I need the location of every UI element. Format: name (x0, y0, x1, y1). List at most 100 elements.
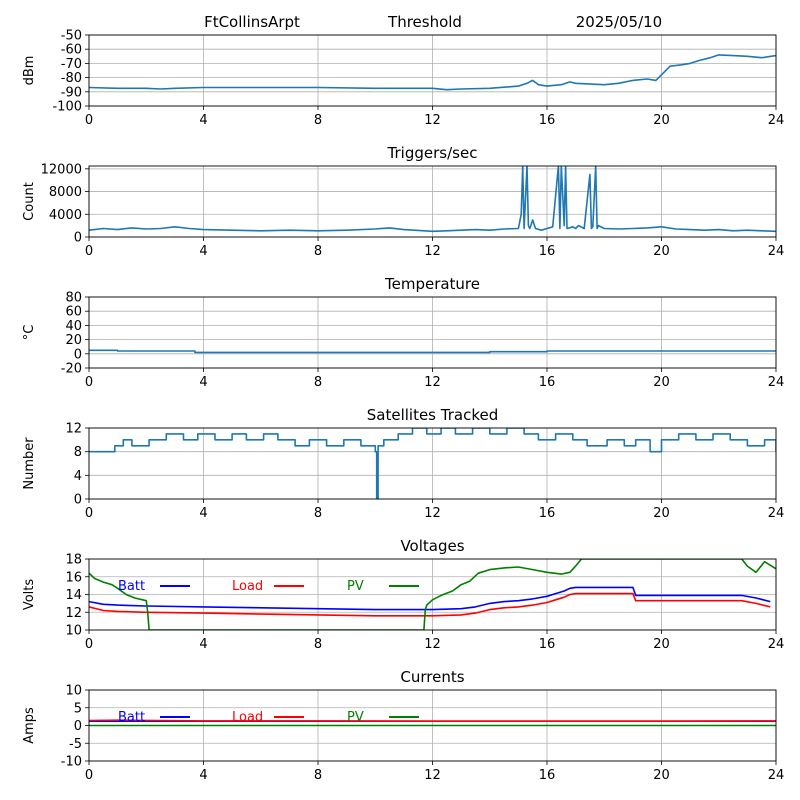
x-tick-label: 12 (424, 375, 441, 390)
x-tick-label: 24 (768, 506, 785, 521)
x-tick-label: 16 (539, 113, 556, 128)
chart-panel-3: 0 4 8 12 16 20 24 0 4 8 12 Satellites Tracked Number (22, 406, 784, 521)
y-tick-label: 10 (65, 624, 82, 639)
x-tick-label: 8 (314, 506, 322, 521)
x-tick-label: 24 (768, 113, 785, 128)
y-tick-label: 0 (74, 719, 82, 734)
y-tick-label: 4000 (49, 208, 82, 223)
x-tick-label: 0 (85, 637, 93, 652)
x-tick-label: 8 (314, 113, 322, 128)
x-tick-label: 24 (768, 244, 785, 259)
x-tick-label: 8 (314, 375, 322, 390)
legend-label-pv: PV (347, 579, 364, 594)
y-axis-label: Amps (22, 707, 37, 744)
x-tick-label: 0 (85, 113, 93, 128)
y-tick-label: -100 (52, 100, 82, 115)
x-tick-label: 0 (85, 244, 93, 259)
y-tick-label: 18 (65, 553, 82, 568)
panel-title: Voltages (400, 537, 464, 555)
y-tick-label: 12 (65, 422, 82, 437)
x-tick-label: 24 (768, 637, 785, 652)
x-tick-label: 20 (653, 506, 670, 521)
legend-label-load: Load (232, 579, 263, 594)
y-tick-label: -10 (61, 755, 82, 770)
y-axis-label: dBm (22, 56, 37, 86)
y-tick-label: 8000 (49, 185, 82, 200)
legend-label-pv: PV (347, 710, 364, 725)
x-tick-label: 0 (85, 506, 93, 521)
panel-title: Currents (400, 668, 464, 686)
y-tick-label: -20 (61, 362, 82, 377)
x-tick-label: 8 (314, 637, 322, 652)
legend-label-batt: Batt (118, 579, 145, 594)
series-line-0 (89, 54, 776, 91)
y-tick-label: -80 (61, 71, 82, 86)
x-tick-label: 0 (85, 768, 93, 783)
x-tick-label: 12 (424, 506, 441, 521)
y-tick-label: 16 (65, 570, 82, 585)
x-tick-label: 4 (199, 244, 207, 259)
y-tick-label: 10 (65, 684, 82, 699)
series-line-load (89, 719, 776, 723)
y-tick-label: 20 (65, 333, 82, 348)
x-tick-label: 24 (768, 375, 785, 390)
y-tick-label: 40 (65, 319, 82, 334)
legend-label-load: Load (232, 710, 263, 725)
mode-label: Threshold (387, 13, 462, 31)
y-tick-label: 14 (65, 588, 82, 603)
chart-panel-1: 0 4 8 12 16 20 24 0 4000 8000 12000 Triggers/sec Cou… (22, 144, 784, 259)
x-tick-label: 4 (199, 506, 207, 521)
y-tick-label: -50 (61, 29, 82, 44)
chart-panel-4: 0 4 8 12 16 20 24 10 12 14 16 18 Voltages Volts Batt Lo… (22, 537, 784, 652)
y-tick-label: -5 (69, 737, 82, 752)
x-tick-label: 12 (424, 244, 441, 259)
legend-label-batt: Batt (118, 710, 145, 725)
x-tick-label: 4 (199, 375, 207, 390)
x-tick-label: 12 (424, 768, 441, 783)
y-axis-label: Volts (22, 579, 37, 611)
x-tick-label: 4 (199, 113, 207, 128)
x-tick-label: 24 (768, 768, 785, 783)
x-tick-label: 4 (199, 768, 207, 783)
x-tick-label: 20 (653, 637, 670, 652)
x-tick-label: 12 (424, 113, 441, 128)
y-axis-label: Count (22, 182, 37, 221)
series-line-pv (89, 559, 776, 630)
x-tick-label: 20 (653, 113, 670, 128)
x-tick-label: 8 (314, 244, 322, 259)
x-tick-label: 16 (539, 375, 556, 390)
y-tick-label: 12 (65, 606, 82, 621)
y-tick-label: 80 (65, 291, 82, 306)
y-tick-label: 0 (74, 231, 82, 246)
x-tick-label: 8 (314, 768, 322, 783)
y-axis-label: Number (22, 437, 37, 490)
y-tick-label: -70 (61, 57, 82, 72)
y-tick-label: 5 (74, 701, 82, 716)
station-label: FtCollinsArpt (204, 13, 300, 31)
y-tick-label: 0 (74, 493, 82, 508)
y-tick-label: 60 (65, 305, 82, 320)
series-line-0 (89, 349, 776, 354)
panel-title: Temperature (384, 275, 480, 293)
x-tick-label: 12 (424, 637, 441, 652)
x-tick-label: 20 (653, 375, 670, 390)
date-label: 2025/05/10 (576, 13, 662, 31)
x-tick-label: 0 (85, 375, 93, 390)
chart-panel-5: 0 4 8 12 16 20 24 -10 -5 0 5 10 Currents Amps Batt Load… (22, 668, 784, 783)
panel-title: Satellites Tracked (367, 406, 498, 424)
y-tick-label: 0 (74, 347, 82, 362)
x-tick-label: 16 (539, 768, 556, 783)
series-line-0 (89, 428, 776, 499)
y-tick-label: 8 (74, 445, 82, 460)
x-tick-label: 4 (199, 637, 207, 652)
x-tick-label: 20 (653, 244, 670, 259)
x-tick-label: 16 (539, 637, 556, 652)
y-tick-label: -90 (61, 85, 82, 100)
series-line-0 (89, 166, 776, 233)
x-tick-label: 16 (539, 244, 556, 259)
y-axis-label: °C (22, 325, 37, 341)
x-tick-label: 20 (653, 768, 670, 783)
y-tick-label: -60 (61, 43, 82, 58)
